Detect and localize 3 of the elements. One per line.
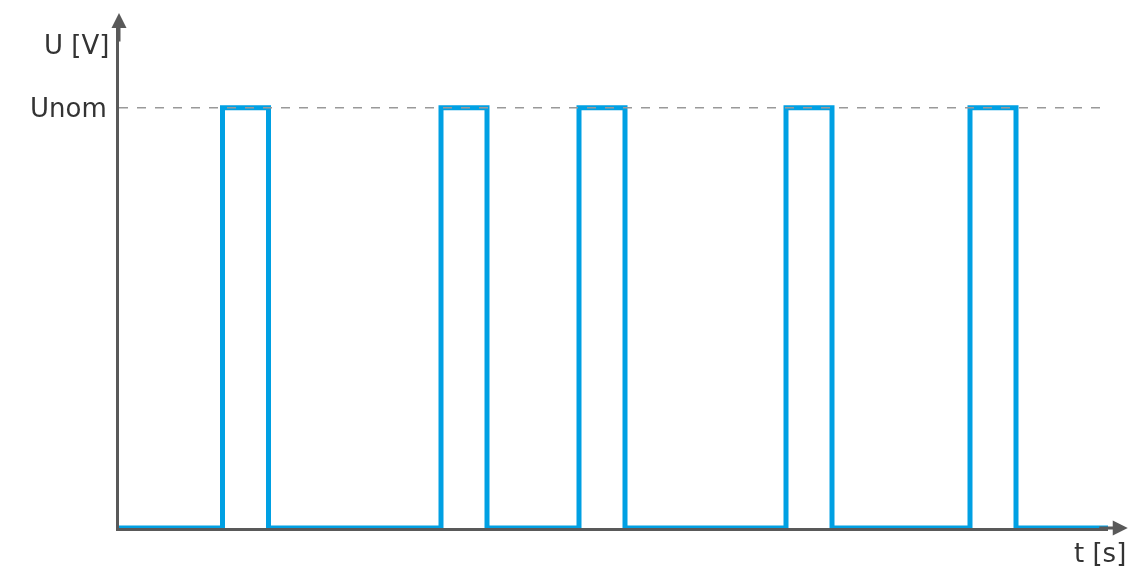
ref-line-label: Unom: [30, 93, 107, 123]
x-axis-title: t [s]: [1074, 538, 1127, 568]
y-axis-title: U [V]: [44, 30, 110, 60]
